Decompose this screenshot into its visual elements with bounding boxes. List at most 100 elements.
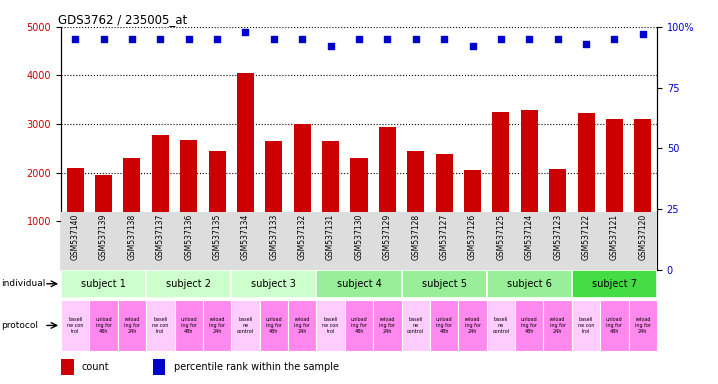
Text: GSM537123: GSM537123 <box>553 214 562 260</box>
Text: GSM537122: GSM537122 <box>582 214 590 260</box>
Point <box>353 36 365 42</box>
Text: GSM537129: GSM537129 <box>383 214 392 260</box>
Bar <box>231 300 260 351</box>
Bar <box>436 154 452 270</box>
Text: baseli
ne
control: baseli ne control <box>237 317 254 334</box>
Bar <box>118 300 146 351</box>
Bar <box>67 168 84 270</box>
Text: percentile rank within the sample: percentile rank within the sample <box>174 362 339 372</box>
Point <box>70 36 81 42</box>
Bar <box>515 300 544 351</box>
Text: unload
ing for
48h: unload ing for 48h <box>95 317 112 334</box>
Text: baseli
ne
control: baseli ne control <box>407 317 424 334</box>
Bar <box>322 141 339 270</box>
Text: reload
ing for
24h: reload ing for 24h <box>550 317 566 334</box>
Bar <box>606 119 623 270</box>
Bar <box>572 300 600 351</box>
Text: protocol: protocol <box>1 321 39 330</box>
Text: unload
ing for
48h: unload ing for 48h <box>266 317 282 334</box>
Bar <box>151 135 169 270</box>
Text: GSM537125: GSM537125 <box>496 214 505 260</box>
Bar <box>401 300 430 351</box>
Text: GSM537134: GSM537134 <box>241 214 250 260</box>
Bar <box>317 300 345 351</box>
Bar <box>90 300 118 351</box>
Bar <box>549 169 567 270</box>
Text: GSM537124: GSM537124 <box>525 214 533 260</box>
Text: baseli
ne con
trol: baseli ne con trol <box>322 317 339 334</box>
Bar <box>209 151 225 270</box>
Text: subject 5: subject 5 <box>421 279 467 289</box>
Text: reload
ing for
24h: reload ing for 24h <box>379 317 396 334</box>
Point <box>580 41 592 47</box>
Point <box>240 29 251 35</box>
Bar <box>464 170 481 270</box>
Text: individual: individual <box>1 279 46 288</box>
Text: GSM537126: GSM537126 <box>468 214 477 260</box>
Text: reload
ing for
24h: reload ing for 24h <box>465 317 480 334</box>
Bar <box>401 270 487 298</box>
Bar <box>544 300 572 351</box>
Text: unload
ing for
48h: unload ing for 48h <box>350 317 368 334</box>
Text: GSM537130: GSM537130 <box>355 214 363 260</box>
Bar <box>288 300 317 351</box>
Point <box>410 36 421 42</box>
Bar <box>345 300 373 351</box>
Text: subject 6: subject 6 <box>507 279 551 289</box>
Text: GSM537131: GSM537131 <box>326 214 335 260</box>
Bar <box>260 300 288 351</box>
Bar <box>634 119 651 270</box>
Text: subject 1: subject 1 <box>81 279 126 289</box>
Text: GDS3762 / 235005_at: GDS3762 / 235005_at <box>58 13 187 26</box>
Text: subject 7: subject 7 <box>592 279 637 289</box>
Bar <box>487 300 515 351</box>
Bar <box>203 300 231 351</box>
Bar <box>266 141 282 270</box>
Bar <box>153 359 165 375</box>
Bar <box>146 270 231 298</box>
Text: GSM537133: GSM537133 <box>269 214 279 260</box>
Point <box>439 36 450 42</box>
Point <box>467 43 478 50</box>
Text: GSM537128: GSM537128 <box>411 214 420 260</box>
Text: subject 3: subject 3 <box>251 279 297 289</box>
Text: reload
ing for
24h: reload ing for 24h <box>209 317 225 334</box>
Bar <box>123 158 141 270</box>
Bar <box>317 270 401 298</box>
Bar <box>174 300 203 351</box>
Text: unload
ing for
48h: unload ing for 48h <box>606 317 623 334</box>
Point <box>325 43 336 50</box>
Bar <box>577 113 595 270</box>
Bar <box>600 300 628 351</box>
Text: baseli
ne con
trol: baseli ne con trol <box>67 317 83 334</box>
Text: unload
ing for
48h: unload ing for 48h <box>180 317 197 334</box>
Bar <box>521 111 538 270</box>
Bar <box>231 270 317 298</box>
Text: reload
ing for
24h: reload ing for 24h <box>124 317 140 334</box>
Point <box>523 36 535 42</box>
Text: baseli
ne
control: baseli ne control <box>493 317 510 334</box>
Bar <box>61 359 73 375</box>
Bar <box>458 300 487 351</box>
Bar <box>493 112 509 270</box>
Bar <box>379 127 396 270</box>
Bar <box>146 300 174 351</box>
Text: unload
ing for
48h: unload ing for 48h <box>436 317 452 334</box>
Text: count: count <box>82 362 110 372</box>
Bar <box>294 124 311 270</box>
Bar <box>61 300 90 351</box>
Text: GSM537135: GSM537135 <box>213 214 222 260</box>
Point <box>211 36 223 42</box>
Point <box>183 36 195 42</box>
Bar <box>95 175 112 270</box>
Text: baseli
ne con
trol: baseli ne con trol <box>152 317 169 334</box>
Text: GSM537132: GSM537132 <box>298 214 307 260</box>
Bar <box>572 270 657 298</box>
Text: GSM537139: GSM537139 <box>99 214 108 260</box>
Bar <box>430 300 458 351</box>
Text: GSM537136: GSM537136 <box>185 214 193 260</box>
Point <box>552 36 564 42</box>
Text: GSM537120: GSM537120 <box>638 214 648 260</box>
Text: GSM537137: GSM537137 <box>156 214 165 260</box>
Point <box>297 36 308 42</box>
